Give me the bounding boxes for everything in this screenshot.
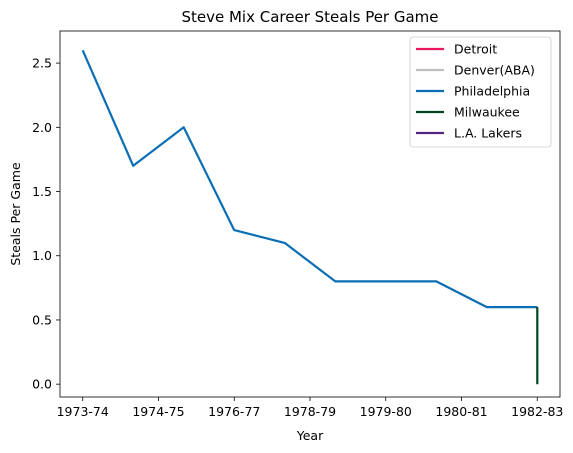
chart-title: Steve Mix Career Steals Per Game xyxy=(181,8,438,26)
y-tick-label: 2.0 xyxy=(32,120,52,135)
x-axis: 1973-74 1974-75 1976-77 1978-79 1979-80 1980-… xyxy=(57,397,563,419)
x-tick-label: 1979-80 xyxy=(360,404,412,419)
legend-box xyxy=(409,36,552,148)
legend-label-philadelphia: Philadelphia xyxy=(454,84,530,99)
y-tick-label: 0.0 xyxy=(32,377,52,392)
legend-label-milwaukee: Milwaukee xyxy=(454,105,520,120)
x-tick-label: 1980-81 xyxy=(435,404,487,419)
legend: Detroit Denver(ABA) Philadelphia Milwaukee L… xyxy=(409,36,552,148)
y-axis: 0.0 0.5 1.0 1.5 2.0 2.5 xyxy=(32,56,60,392)
x-tick-label: 1978-79 xyxy=(284,404,336,419)
legend-label-detroit: Detroit xyxy=(454,42,497,57)
y-axis-title: Steals Per Game xyxy=(8,162,23,266)
x-axis-title: Year xyxy=(296,428,324,443)
y-tick-label: 2.5 xyxy=(32,56,52,71)
legend-label-denver-aba-: Denver(ABA) xyxy=(454,63,535,78)
x-tick-label: 1973-74 xyxy=(57,404,109,419)
legend-label-l-a-lakers: L.A. Lakers xyxy=(454,126,522,141)
y-tick-label: 1.5 xyxy=(32,184,52,199)
series-line-philadelphia xyxy=(81,49,538,309)
x-tick-label: 1976-77 xyxy=(208,404,260,419)
y-tick-label: 1.0 xyxy=(32,248,52,263)
y-tick-label: 0.5 xyxy=(32,312,52,327)
x-tick-label: 1974-75 xyxy=(132,404,184,419)
plot-area xyxy=(81,49,539,385)
x-tick-label: 1982-83 xyxy=(511,404,563,419)
